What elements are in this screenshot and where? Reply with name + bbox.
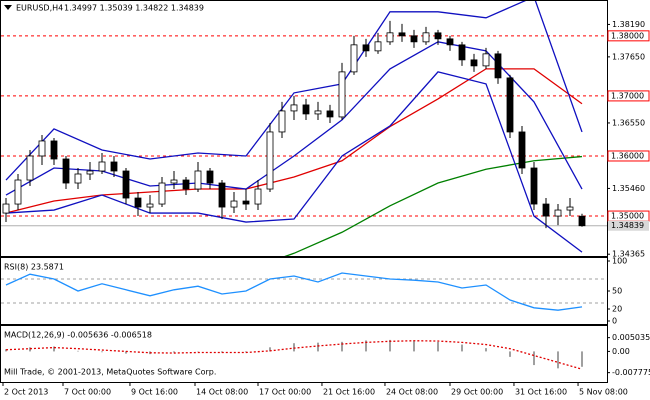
y-tick-label: 1.36550 (612, 118, 645, 127)
y-tick-label: 20 (612, 305, 622, 314)
candle-body (242, 200, 250, 205)
candle-body (254, 188, 262, 205)
ohlc-info: 1.34997 1.35039 1.34822 1.34839 (64, 4, 204, 13)
candle-body (434, 32, 442, 40)
candle-body (62, 158, 70, 184)
candle-body (230, 200, 238, 208)
x-tick-label: 9 Oct 16:00 (131, 388, 178, 397)
rsi-line (5, 272, 583, 311)
candle-body (338, 71, 346, 118)
y-tick-label: 1.34365 (612, 250, 645, 259)
indicator-line (5, 68, 583, 214)
last-price-box (608, 220, 649, 231)
macd-title: MACD(12,26,9) -0.005636 -0.006518 (4, 331, 152, 340)
y-tick-label: 100 (612, 257, 627, 266)
panel-plot (5, 339, 583, 370)
candle-body (278, 110, 286, 133)
candle-body (518, 131, 526, 169)
x-tick-label: 29 Oct 00:00 (451, 388, 503, 397)
menu-arrow (4, 5, 12, 10)
candle-body (98, 161, 106, 172)
candle-body (566, 206, 574, 211)
candle-body (122, 170, 130, 199)
candle-body (362, 44, 370, 52)
level-label: 1.35000 (611, 212, 644, 221)
candle-body (530, 167, 538, 205)
y-tick-label: 1.38190 (612, 20, 645, 29)
candle-body (422, 32, 430, 43)
candle-body (50, 140, 58, 160)
candle-body (194, 170, 202, 190)
indicator-line (284, 155, 583, 256)
candle-body (470, 59, 478, 67)
y-tick-label: -0.007775 (612, 368, 650, 377)
panel-plot (1, 272, 607, 311)
candle-body (158, 182, 166, 205)
candle-body (350, 44, 358, 73)
x-tick-label: 7 Oct 00:00 (64, 388, 111, 397)
y-tick-label: 1.37650 (612, 52, 645, 61)
level-label-box (607, 150, 650, 162)
level-label: 1.36000 (611, 151, 644, 160)
candle-body (146, 203, 154, 208)
y-tick-label: 0 (612, 317, 617, 326)
candle-body (326, 110, 334, 118)
candle-body (578, 215, 586, 227)
level-label-box (607, 90, 650, 102)
x-tick-label: 2 Oct 2013 (4, 388, 48, 397)
panel-plot (1, 1, 607, 256)
candle-body (374, 41, 382, 52)
candle-body (14, 179, 22, 205)
panel-frame (0, 325, 608, 383)
candle-body (182, 179, 190, 190)
last-price-label: 1.34839 (611, 221, 644, 230)
x-tick-label: 21 Oct 16:00 (323, 388, 375, 397)
x-tick-label: 5 Nov 08:00 (579, 388, 628, 397)
candle-body (170, 179, 178, 184)
signal-line (5, 340, 583, 370)
level-label-box (607, 30, 650, 42)
rsi-title: RSI(8) 23.5871 (4, 263, 64, 272)
candle-body (74, 173, 82, 184)
chart-title: EURUSD,H4 (16, 4, 63, 13)
candle-body (386, 32, 394, 43)
candle-body (410, 35, 418, 43)
candle-body (266, 131, 274, 190)
candle-body (218, 182, 226, 208)
candle-body (2, 203, 10, 214)
candle-body (458, 44, 466, 61)
x-tick-label: 24 Oct 08:00 (386, 388, 438, 397)
x-tick-label: 17 Oct 00:00 (259, 388, 311, 397)
candle-body (86, 170, 94, 175)
x-tick-label: 31 Oct 16:00 (515, 388, 567, 397)
level-label: 1.37000 (611, 91, 644, 100)
candle-body (506, 77, 514, 133)
candle-body (290, 104, 298, 112)
candle-body (206, 170, 214, 184)
indicator-line (5, 71, 583, 253)
candle-body (26, 155, 34, 181)
candle-body (38, 140, 46, 157)
candle-body (482, 53, 490, 67)
candle-body (446, 38, 454, 46)
y-tick-label: 50 (612, 287, 622, 296)
y-tick-label: 0.00 (612, 347, 630, 356)
candle-body (554, 209, 562, 217)
candle-body (134, 197, 142, 208)
candle-body (494, 53, 502, 79)
candle-body (110, 161, 118, 172)
y-tick-label: 1.35460 (612, 184, 645, 193)
panel-frame (0, 257, 608, 325)
indicator-line (5, 1, 583, 181)
candle-body (302, 104, 310, 115)
candle-body (314, 110, 322, 115)
candle-body (398, 32, 406, 37)
y-tick-label: 0.005035 (612, 333, 650, 342)
x-tick-label: 14 Oct 08:00 (196, 388, 248, 397)
panel-frame (0, 0, 608, 257)
level-label: 1.38000 (611, 31, 644, 40)
candle-body (542, 203, 550, 217)
footer: Mill Trade, © 2001-2013, MetaQuotes Soft… (4, 368, 216, 377)
